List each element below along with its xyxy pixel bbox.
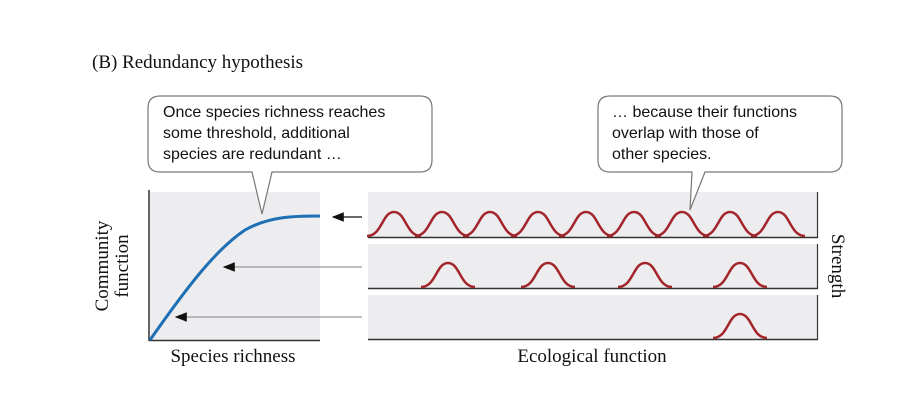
function-curve xyxy=(414,210,470,238)
strip-background xyxy=(368,244,818,289)
function-curve xyxy=(654,210,710,238)
y-axis-label: function xyxy=(112,234,133,298)
function-curve xyxy=(702,210,758,238)
panel-title: (B) Redundancy hypothesis xyxy=(92,52,303,73)
callout-text: other species. xyxy=(612,146,712,163)
x-axis-label: Species richness xyxy=(170,346,295,367)
function-curve xyxy=(617,261,673,289)
callout-text: species are redundant … xyxy=(163,146,342,163)
strip-background xyxy=(368,295,818,340)
callout-text: … because their functions xyxy=(612,104,797,121)
function-curve xyxy=(750,210,806,238)
function-curve xyxy=(148,214,321,341)
function-curve xyxy=(712,261,768,289)
function-curve xyxy=(558,210,614,238)
callout-text: Once species richness reaches xyxy=(163,104,385,121)
callout-bubble xyxy=(597,95,843,211)
function-curve xyxy=(510,210,566,238)
function-curve xyxy=(606,210,662,238)
x-axis-label: Ecological function xyxy=(517,346,667,367)
function-curve xyxy=(712,312,768,340)
function-curve xyxy=(462,210,518,238)
strips xyxy=(366,192,819,341)
callout-text: some threshold, additional xyxy=(163,125,350,142)
plot-background xyxy=(150,192,320,340)
y-axis-label: Strength xyxy=(827,234,848,299)
function-curve xyxy=(420,261,476,289)
function-curve xyxy=(520,261,576,289)
callout-text: overlap with those of xyxy=(612,125,759,142)
y-axis-label: Community xyxy=(92,220,113,311)
function-curve xyxy=(366,210,422,238)
callout-bubble xyxy=(147,95,433,215)
